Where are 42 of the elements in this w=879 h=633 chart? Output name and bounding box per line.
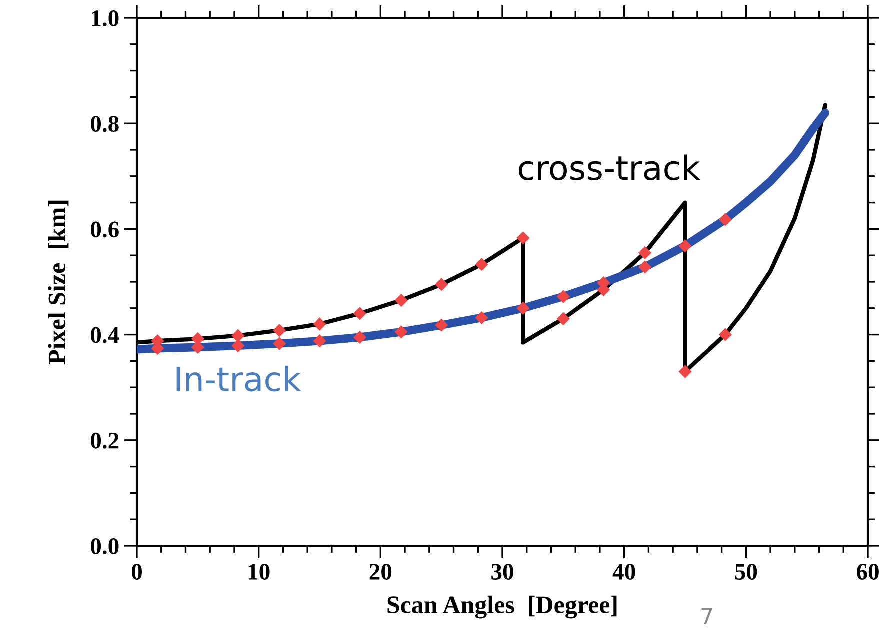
y-axis-title: Pixel Size [km]	[48, 200, 69, 365]
series-label: In-track	[176, 366, 302, 392]
point	[232, 329, 245, 342]
x-axis-title: Scan Angles [Degree]	[388, 596, 617, 619]
series-label: cross-track	[518, 154, 700, 180]
point	[434, 278, 448, 292]
point	[353, 330, 367, 344]
point	[638, 246, 652, 260]
point	[556, 290, 570, 304]
text: 7	[702, 608, 712, 624]
x-tick-label: 20	[370, 564, 392, 580]
x-tick-label: 60	[857, 564, 879, 580]
point	[475, 311, 488, 324]
point	[718, 328, 732, 342]
x-tick-label: 30	[492, 564, 514, 580]
x-tick-label: 10	[248, 564, 270, 580]
point	[678, 365, 692, 378]
x-tick-label: 0	[132, 564, 142, 580]
point	[434, 318, 448, 332]
point	[313, 334, 326, 348]
y-tick-label: 0.2	[91, 432, 119, 449]
point	[272, 324, 286, 338]
point	[313, 318, 326, 331]
x-tick-label: 50	[735, 564, 758, 580]
y-tick-label: 1.0	[92, 10, 119, 27]
y-tick-label: 0.4	[91, 327, 120, 344]
point	[272, 337, 286, 350]
point	[475, 258, 488, 272]
point	[516, 232, 530, 245]
point	[718, 213, 732, 226]
point	[353, 307, 367, 320]
x-tick-label: 40	[612, 564, 636, 580]
point	[556, 312, 570, 326]
point	[638, 260, 652, 274]
point	[394, 294, 408, 308]
y-tick-label: 0.6	[91, 222, 119, 238]
point	[678, 240, 692, 253]
point	[232, 339, 245, 352]
y-tick-label: 0.0	[91, 538, 119, 555]
y-tick-label: 0.8	[91, 116, 119, 132]
point	[516, 302, 530, 315]
point	[394, 326, 408, 339]
